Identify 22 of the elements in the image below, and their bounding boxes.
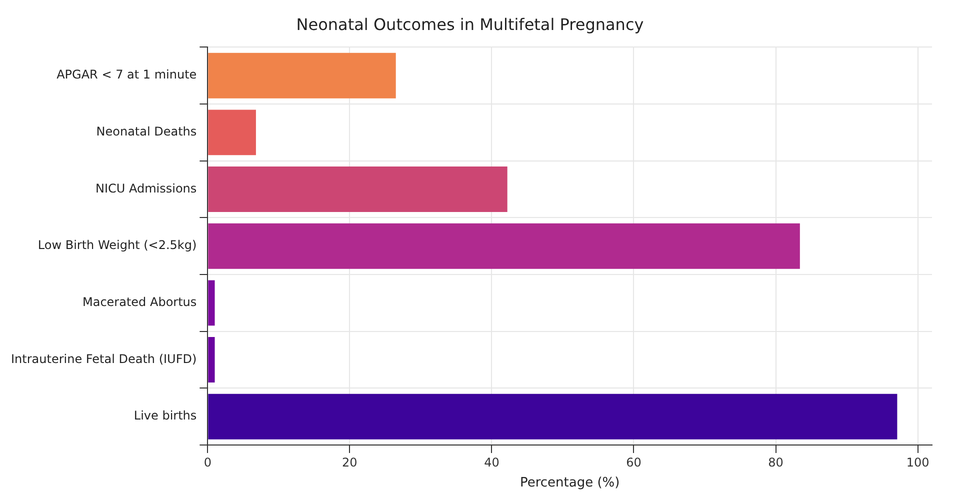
bar [208, 110, 256, 156]
bar [208, 223, 800, 269]
x-tick-label: 100 [906, 455, 930, 470]
x-tick-label: 80 [768, 455, 784, 470]
y-tick-label: NICU Admissions [95, 181, 197, 196]
chart-title: Neonatal Outcomes in Multifetal Pregnancy [296, 14, 644, 34]
x-tick-label: 20 [342, 455, 358, 470]
y-tick-label: Macerated Abortus [82, 295, 197, 310]
bar [208, 52, 396, 98]
y-tick-label: Low Birth Weight (<2.5kg) [38, 238, 197, 252]
x-tick-label: 0 [204, 455, 212, 470]
x-tick-label: 40 [484, 455, 500, 470]
x-axis-title: Percentage (%) [520, 476, 620, 491]
y-tick-label: Live births [134, 408, 197, 423]
y-tick-label: Neonatal Deaths [96, 124, 197, 139]
bar [208, 337, 215, 382]
y-tick-label: Intrauterine Fetal Death (IUFD) [10, 352, 197, 366]
bar [208, 280, 215, 326]
x-tick-label: 60 [626, 455, 642, 470]
bar [208, 166, 508, 212]
y-tick-label: APGAR < 7 at 1 minute [56, 68, 197, 82]
bar [208, 394, 898, 440]
